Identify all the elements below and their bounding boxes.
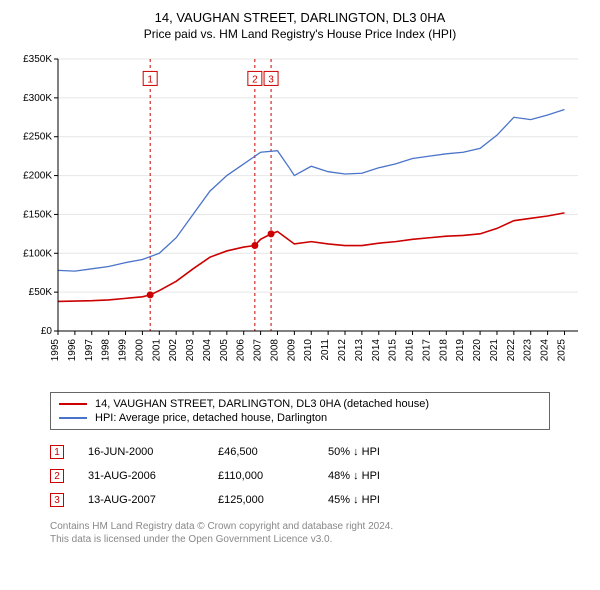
svg-text:£300K: £300K bbox=[23, 93, 52, 104]
legend-label: HPI: Average price, detached house, Darl… bbox=[95, 412, 327, 424]
svg-text:2006: 2006 bbox=[236, 339, 247, 362]
legend-label: 14, VAUGHAN STREET, DARLINGTON, DL3 0HA … bbox=[95, 398, 429, 410]
svg-text:2008: 2008 bbox=[269, 339, 280, 362]
svg-text:1997: 1997 bbox=[84, 339, 95, 362]
footer-text: Contains HM Land Registry data © Crown c… bbox=[50, 520, 590, 546]
svg-text:1: 1 bbox=[147, 74, 153, 85]
event-date: 13-AUG-2007 bbox=[88, 494, 218, 506]
event-marker: 3 bbox=[50, 493, 64, 507]
sale-dot bbox=[147, 291, 154, 298]
svg-text:1999: 1999 bbox=[118, 339, 129, 362]
svg-text:2012: 2012 bbox=[337, 339, 348, 362]
sale-dot bbox=[268, 230, 275, 237]
chart-subtitle: Price paid vs. HM Land Registry's House … bbox=[10, 27, 590, 41]
chart-svg: £0 £50K £100K £150K £200K £250K £300K £350K 1995… bbox=[10, 49, 590, 379]
svg-text:£100K: £100K bbox=[23, 248, 52, 259]
svg-text:2022: 2022 bbox=[506, 339, 517, 362]
svg-text:1995: 1995 bbox=[50, 339, 61, 362]
event-price: £110,000 bbox=[218, 470, 328, 482]
svg-text:2001: 2001 bbox=[151, 339, 162, 362]
svg-text:2024: 2024 bbox=[540, 339, 551, 362]
svg-text:2009: 2009 bbox=[286, 339, 297, 362]
event-row: 2 31-AUG-2006£110,00048% ↓ HPI bbox=[50, 464, 550, 488]
svg-text:£350K: £350K bbox=[23, 54, 52, 65]
svg-text:2: 2 bbox=[252, 74, 258, 85]
svg-text:2005: 2005 bbox=[219, 339, 230, 362]
svg-text:£200K: £200K bbox=[23, 171, 52, 182]
svg-text:2015: 2015 bbox=[388, 339, 399, 362]
svg-text:£0: £0 bbox=[41, 326, 53, 337]
svg-text:£150K: £150K bbox=[23, 209, 52, 220]
legend-item: HPI: Average price, detached house, Darl… bbox=[59, 411, 541, 425]
chart-title: 14, VAUGHAN STREET, DARLINGTON, DL3 0HA bbox=[10, 10, 590, 25]
event-date: 16-JUN-2000 bbox=[88, 446, 218, 458]
svg-text:2007: 2007 bbox=[253, 339, 264, 362]
chart-area: £0 £50K £100K £150K £200K £250K £300K £350K 1995… bbox=[10, 49, 590, 384]
event-diff: 48% ↓ HPI bbox=[328, 470, 458, 482]
svg-text:2004: 2004 bbox=[202, 339, 213, 362]
svg-text:£50K: £50K bbox=[29, 287, 53, 298]
svg-text:2017: 2017 bbox=[421, 339, 432, 362]
svg-text:2011: 2011 bbox=[320, 339, 331, 361]
legend-box: 14, VAUGHAN STREET, DARLINGTON, DL3 0HA … bbox=[50, 392, 550, 430]
svg-text:2019: 2019 bbox=[455, 339, 466, 362]
svg-text:2020: 2020 bbox=[472, 339, 483, 362]
svg-text:2003: 2003 bbox=[185, 339, 196, 362]
event-price: £125,000 bbox=[218, 494, 328, 506]
svg-text:1998: 1998 bbox=[101, 339, 112, 362]
svg-text:£250K: £250K bbox=[23, 132, 52, 143]
event-marker: 1 bbox=[50, 445, 64, 459]
event-diff: 50% ↓ HPI bbox=[328, 446, 458, 458]
legend-item: 14, VAUGHAN STREET, DARLINGTON, DL3 0HA … bbox=[59, 397, 541, 411]
page-container: 14, VAUGHAN STREET, DARLINGTON, DL3 0HA … bbox=[0, 0, 600, 556]
svg-text:2021: 2021 bbox=[489, 339, 500, 362]
sale-dot bbox=[251, 242, 258, 249]
footer-line-2: This data is licensed under the Open Gov… bbox=[50, 533, 590, 546]
svg-text:2002: 2002 bbox=[168, 339, 179, 362]
svg-text:1996: 1996 bbox=[67, 339, 78, 362]
svg-text:2025: 2025 bbox=[556, 339, 567, 362]
footer-line-1: Contains HM Land Registry data © Crown c… bbox=[50, 520, 590, 533]
event-price: £46,500 bbox=[218, 446, 328, 458]
svg-text:2014: 2014 bbox=[371, 339, 382, 362]
event-date: 31-AUG-2006 bbox=[88, 470, 218, 482]
event-diff: 45% ↓ HPI bbox=[328, 494, 458, 506]
svg-text:2016: 2016 bbox=[405, 339, 416, 362]
events-table: 1 16-JUN-2000£46,50050% ↓ HPI 2 31-AUG-2006… bbox=[50, 440, 550, 512]
svg-text:2000: 2000 bbox=[134, 339, 145, 362]
svg-text:2023: 2023 bbox=[523, 339, 534, 362]
svg-text:2018: 2018 bbox=[438, 339, 449, 362]
event-row: 1 16-JUN-2000£46,50050% ↓ HPI bbox=[50, 440, 550, 464]
svg-text:2010: 2010 bbox=[303, 339, 314, 362]
svg-text:2013: 2013 bbox=[354, 339, 365, 362]
legend-swatch bbox=[59, 403, 87, 405]
event-row: 3 13-AUG-2007£125,00045% ↓ HPI bbox=[50, 488, 550, 512]
legend-swatch bbox=[59, 417, 87, 419]
event-marker: 2 bbox=[50, 469, 64, 483]
svg-text:3: 3 bbox=[268, 74, 274, 85]
